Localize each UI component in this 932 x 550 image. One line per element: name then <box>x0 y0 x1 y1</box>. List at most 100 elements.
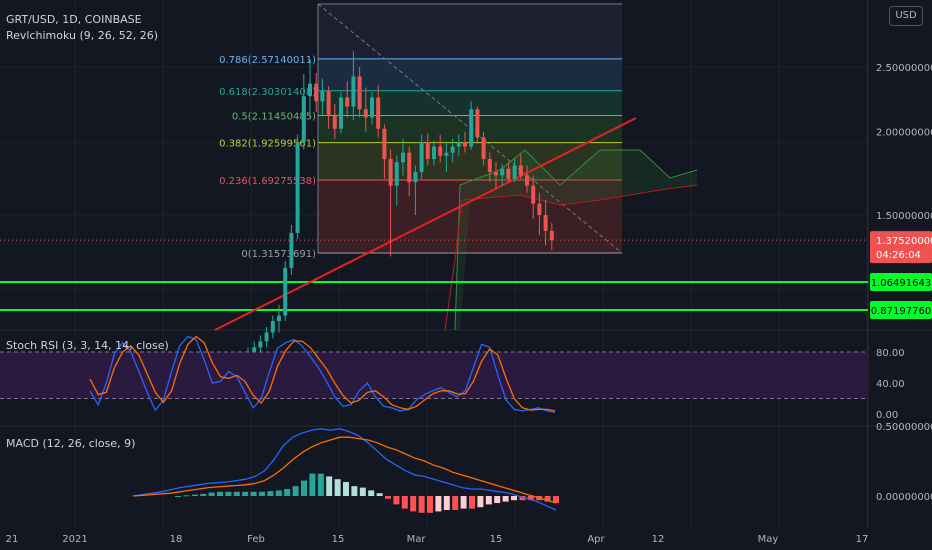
price-axis[interactable]: 2.50000000 2.00000000 1.50000000 1.37520000… <box>870 63 932 264</box>
candle-body <box>339 97 343 129</box>
macd-histogram-bar <box>469 496 475 509</box>
macd-histogram-bar <box>519 496 526 501</box>
macd-histogram-bar <box>527 496 534 501</box>
rsi-tick-label: 0.00 <box>876 410 898 421</box>
macd-histogram-bar <box>511 496 517 501</box>
candle-body <box>252 347 257 354</box>
macd-histogram-bar <box>183 495 190 497</box>
rsi-tick-label: 40.00 <box>876 379 905 390</box>
macd-histogram-bar <box>259 491 265 496</box>
candle-body <box>401 152 405 163</box>
macd-histogram-bar <box>317 473 324 496</box>
macd-tick-label: 0.50000000 <box>876 422 932 433</box>
time-tick-label: 18 <box>170 534 183 545</box>
price-tick-label: 1.50000000 <box>876 211 932 222</box>
candle-body <box>376 97 381 129</box>
candle-body <box>277 315 281 322</box>
fib-label: 0.236(1.69275538) <box>219 176 316 187</box>
macd-histogram-bar <box>385 496 391 499</box>
macd-histogram-bar <box>301 480 307 496</box>
support-price-tag <box>870 301 932 319</box>
macd-histogram-bar <box>553 496 559 503</box>
candle-body <box>394 162 399 186</box>
price-candles <box>0 51 868 363</box>
macd-histogram-bar <box>242 491 249 496</box>
macd-histogram-bar <box>326 476 333 496</box>
last-price-tag <box>870 231 932 264</box>
macd-histogram-bar <box>334 479 341 496</box>
macd-histogram-bar <box>284 489 291 496</box>
candle-body <box>444 152 449 156</box>
fib-zone <box>318 4 622 59</box>
macd-histogram-bar <box>175 496 181 497</box>
time-tick-label: 17 <box>856 534 869 545</box>
stoch-k-line <box>89 335 556 414</box>
time-tick-label: May <box>758 534 779 545</box>
time-axis[interactable]: 21 2021 18 Feb 15 Mar 15 Apr 12 May 17 <box>6 534 869 545</box>
candle-body <box>370 97 374 118</box>
support-price-label: 1.06491643 <box>871 278 931 289</box>
macd-histogram-bar <box>452 496 459 510</box>
macd-histogram-bar <box>443 496 450 510</box>
candle-body <box>407 152 412 183</box>
candle-body <box>500 168 505 176</box>
macd-histogram-bar <box>309 473 316 496</box>
candle-body <box>301 96 306 142</box>
senkou-a <box>454 149 698 331</box>
macd-histogram-bar <box>351 486 358 496</box>
support-price-tag <box>870 273 932 291</box>
fibonacci-retracement[interactable]: 0.786(2.57140011) 0.618(2.30301408) 0.5(2.… <box>219 3 623 260</box>
candle-body <box>351 76 356 107</box>
macd-histogram-bar <box>267 491 274 496</box>
candle-body <box>518 165 523 176</box>
candle-body <box>525 175 529 186</box>
candle-body <box>531 185 536 204</box>
stoch-rsi-pane: 80.00 40.00 0.00 <box>0 335 905 421</box>
candle-body <box>270 321 275 333</box>
candle-body <box>314 83 319 102</box>
time-tick-label: 15 <box>332 534 345 545</box>
rsi-tick-label: 80.00 <box>876 348 905 359</box>
time-tick-label: 21 <box>6 534 19 545</box>
macd-histogram-bar <box>435 496 442 512</box>
candle-body <box>487 158 492 172</box>
senkou-b <box>444 184 698 331</box>
macd-tick-label: 0.00000000 <box>876 492 932 503</box>
candle-body <box>357 76 362 110</box>
macd-histogram-bar <box>200 493 207 496</box>
candle-body <box>469 109 474 147</box>
macd-histogram-bar <box>217 491 223 496</box>
candle-body <box>475 109 480 138</box>
time-tick-label: Apr <box>587 534 605 545</box>
macd-histogram-bar <box>368 490 375 496</box>
fib-label: 0(1.31573691) <box>241 249 316 260</box>
macd-legend: MACD (12, 26, close, 9) <box>6 437 136 450</box>
candle-body <box>425 141 430 159</box>
support-levels[interactable]: 1.06491643 0.87197760 <box>0 273 932 319</box>
macd-histogram-bar <box>401 496 408 509</box>
macd-histogram-bar <box>393 496 400 505</box>
macd-histogram-bar <box>225 491 232 496</box>
stoch-d-line <box>89 335 556 412</box>
price-tick-label: 2.00000000 <box>876 128 932 139</box>
macd-histogram-bar <box>460 496 467 509</box>
fib-label: 0.618(2.30301408) <box>219 87 316 98</box>
time-tick-label: 12 <box>652 534 665 545</box>
macd-histogram-bar <box>410 496 417 512</box>
candle-body <box>283 267 288 316</box>
macd-histogram-bar <box>343 482 349 496</box>
stoch-rsi-legend: Stoch RSI (3, 3, 14, 14, close) <box>6 339 169 352</box>
candle-body <box>308 83 312 97</box>
macd-histogram-bar <box>208 492 215 496</box>
candle-body <box>413 171 418 183</box>
candle-body <box>450 146 455 153</box>
candle-body <box>332 114 337 129</box>
macd-histogram-bar <box>544 496 551 502</box>
macd-histogram-bar <box>359 487 366 496</box>
candle-body <box>320 91 325 102</box>
fib-zone <box>318 142 622 180</box>
currency-button[interactable]: USD <box>889 6 923 26</box>
candle-body <box>326 91 331 115</box>
time-tick-label: 2021 <box>62 534 87 545</box>
